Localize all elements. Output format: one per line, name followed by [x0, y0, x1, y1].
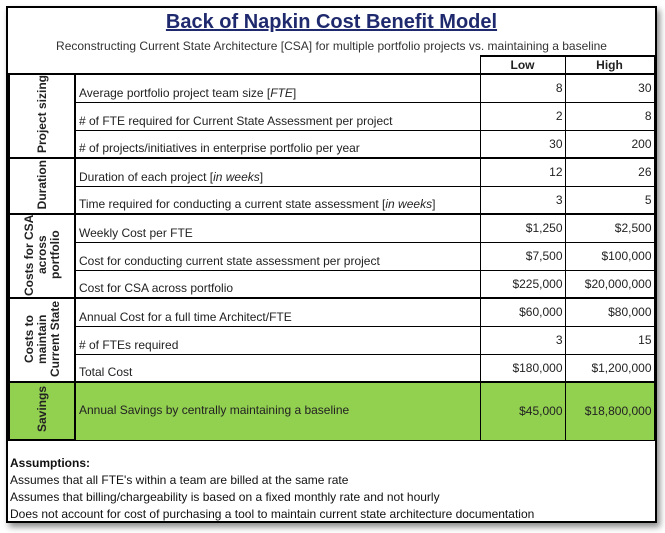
assumption-item: Assumes that billing/chargeability is ba…: [10, 490, 440, 504]
row-label: Time required for conducting a current s…: [74, 185, 481, 215]
value-low: 12: [479, 157, 566, 187]
row-label-part: ]: [259, 169, 264, 184]
savings-row: Savings Annual Savings by centrally maint…: [8, 381, 655, 441]
row-label-part: # of FTE required for Current State Asse…: [79, 113, 393, 128]
table-row: Duration Duration of each project [in wee…: [8, 157, 655, 215]
header-blank: [9, 56, 480, 75]
value-low: $1,250: [479, 213, 566, 243]
column-header-low: Low: [479, 55, 566, 75]
assumption-item: Does not account for cost of purchasing …: [10, 507, 535, 521]
value-low: $45,000: [479, 381, 566, 441]
value-high: $2,500: [564, 213, 655, 243]
row-label-part: in weeks: [213, 169, 260, 184]
value-low: 2: [479, 101, 566, 131]
value-high: 30: [564, 73, 655, 103]
header-row: Low High: [9, 55, 655, 75]
row-label: Annual Savings by centrally maintaining …: [74, 381, 481, 441]
group-label: Costs to maintain Current State: [8, 297, 76, 383]
subtitle: Reconstructing Current State Architectur…: [56, 39, 607, 53]
value-low: $60,000: [479, 297, 566, 327]
group-label-text: Duration: [34, 159, 49, 210]
value-high: 8: [564, 101, 655, 131]
table-row: Costs to maintain Current State Annual Co…: [8, 297, 655, 383]
value-high: $18,800,000: [564, 381, 655, 441]
row-label-part: ]: [292, 85, 297, 100]
row-label-part: Average portfolio project team size [: [79, 85, 271, 100]
table-row: Cost for CSA across portfolio $225,000 $20…: [9, 269, 655, 299]
row-label: # of FTE required for Current State Asse…: [74, 101, 481, 131]
table-row: Time required for conducting a current s…: [9, 185, 655, 215]
row-label: Duration of each project [in weeks]: [74, 157, 481, 187]
group-label-text: Costs for CSA across portfolio: [21, 213, 62, 296]
row-label: Annual Cost for a full time Architect/FT…: [74, 297, 481, 327]
row-label: Total Cost: [74, 353, 481, 383]
page-title: Back of Napkin Cost Benefit Model: [8, 11, 655, 34]
group-label-text: Costs to maintain Current State: [21, 300, 62, 377]
row-label-part: Weekly Cost per FTE: [79, 225, 193, 240]
table-row: Cost for conducting current state assess…: [9, 241, 655, 271]
cost-benefit-sheet: Back of Napkin Cost Benefit Model Recons…: [6, 6, 657, 523]
value-high: 200: [564, 129, 655, 159]
assumptions: Assumptions: Assumes that all FTE's with…: [10, 455, 534, 523]
value-low: $225,000: [479, 269, 566, 299]
value-high: 5: [564, 185, 655, 215]
group-label: Costs for CSA across portfolio: [8, 213, 76, 299]
value-high: 15: [564, 325, 655, 355]
table-row: Costs for CSA across portfolio Weekly Cos…: [8, 213, 655, 299]
row-label-part: in weeks: [385, 197, 433, 211]
group-label: Project sizing: [8, 73, 76, 159]
value-high: $100,000: [564, 241, 655, 271]
row-label-part: Cost for conducting current state assess…: [79, 253, 380, 268]
assumption-item: Assumes that all FTE's within a team are…: [10, 473, 349, 487]
table-row: # of FTEs required 3 15: [9, 325, 655, 355]
row-label-part: # of projects/initiatives in enterprise …: [79, 141, 360, 155]
row-label: Average portfolio project team size [FTE…: [74, 73, 481, 103]
value-low: $7,500: [479, 241, 566, 271]
row-label-part: Time required for conducting a current s…: [79, 197, 386, 211]
group-label: Savings: [8, 381, 76, 441]
cost-table: Low High Project sizing Average portfolio…: [8, 55, 655, 441]
value-low: 3: [479, 185, 566, 215]
value-low: 8: [479, 73, 566, 103]
row-label-part: Annual Savings by centrally maintaining …: [79, 403, 350, 418]
table-row: Project sizing Average portfolio project …: [8, 73, 655, 159]
group-label-text: Project sizing: [34, 75, 49, 154]
row-label-part: Total Cost: [79, 365, 133, 379]
column-header-high: High: [564, 55, 655, 75]
value-low: $180,000: [479, 353, 566, 383]
row-label: Cost for CSA across portfolio: [74, 269, 481, 299]
value-high: 26: [564, 157, 655, 187]
row-label-part: Annual Cost for a full time Architect/FT…: [79, 309, 292, 324]
value-high: $80,000: [564, 297, 655, 327]
value-high: $20,000,000: [564, 269, 655, 299]
group-label-text: Savings: [34, 386, 49, 433]
row-label-part: ]: [432, 197, 436, 211]
table-row: # of projects/initiatives in enterprise …: [9, 129, 655, 159]
value-high: $1,200,000: [564, 353, 655, 383]
row-label: Weekly Cost per FTE: [74, 213, 481, 243]
value-low: 30: [479, 129, 566, 159]
value-low: 3: [479, 325, 566, 355]
row-label: Cost for conducting current state assess…: [74, 241, 481, 271]
row-label: # of projects/initiatives in enterprise …: [74, 129, 481, 159]
table-row: Total Cost $180,000 $1,200,000: [9, 353, 655, 383]
row-label-part: Cost for CSA across portfolio: [79, 281, 234, 295]
row-label-part: FTE: [270, 85, 293, 100]
table-row: # of FTE required for Current State Asse…: [9, 101, 655, 131]
row-label: # of FTEs required: [74, 325, 481, 355]
title-text: Back of Napkin Cost Benefit Model: [165, 11, 498, 33]
row-label-part: Duration of each project [: [79, 169, 214, 184]
group-label: Duration: [8, 157, 76, 215]
row-label-part: # of FTEs required: [79, 337, 179, 352]
assumptions-heading: Assumptions:: [10, 456, 91, 470]
